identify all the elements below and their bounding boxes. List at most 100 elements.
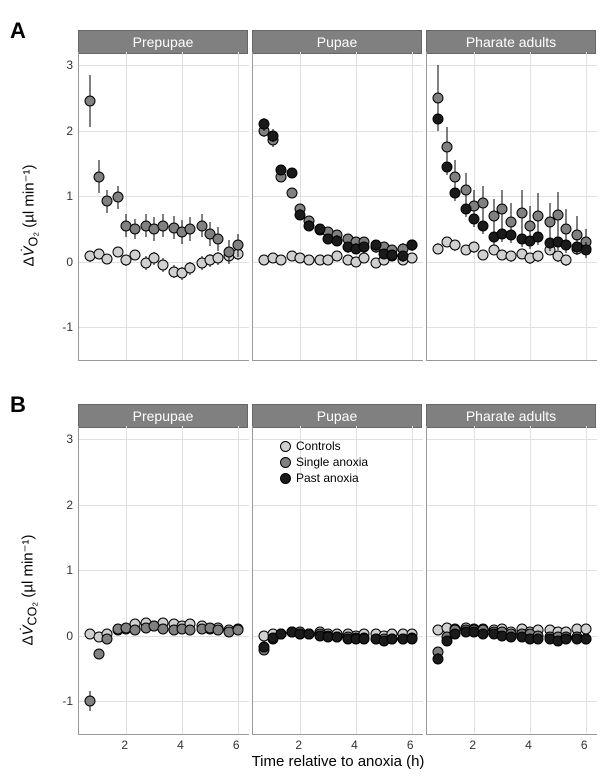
data-point bbox=[85, 96, 96, 107]
x-tick-label: 6 bbox=[233, 738, 240, 752]
data-point bbox=[359, 253, 370, 264]
data-point bbox=[433, 113, 444, 124]
data-point bbox=[406, 240, 417, 251]
legend-label: Single anoxia bbox=[296, 455, 368, 469]
y-tick-label: 2 bbox=[66, 124, 73, 138]
data-point bbox=[580, 633, 591, 644]
x-tick-label: 4 bbox=[177, 738, 184, 752]
data-point bbox=[359, 242, 370, 253]
y-tick-label: 3 bbox=[66, 432, 73, 446]
x-tick-label: 2 bbox=[469, 738, 476, 752]
facet-strip: Pharate adults bbox=[426, 30, 596, 54]
y-tick-label: 1 bbox=[66, 189, 73, 203]
plot-area bbox=[78, 52, 249, 361]
y-tick-label: 0 bbox=[66, 629, 73, 643]
data-point bbox=[505, 251, 516, 262]
data-point bbox=[275, 628, 286, 639]
facet-strip: Pupae bbox=[252, 404, 422, 428]
data-point bbox=[314, 223, 325, 234]
data-point bbox=[441, 142, 452, 153]
data-point bbox=[461, 184, 472, 195]
data-point bbox=[505, 217, 516, 228]
data-point bbox=[461, 204, 472, 215]
facet-strip: Pharate adults bbox=[426, 404, 596, 428]
data-point bbox=[157, 624, 168, 635]
data-point bbox=[449, 240, 460, 251]
y-tick-label: -1 bbox=[62, 320, 73, 334]
data-point bbox=[441, 161, 452, 172]
data-point bbox=[295, 209, 306, 220]
data-point bbox=[477, 220, 488, 231]
data-point bbox=[533, 231, 544, 242]
legend-label: Past anoxia bbox=[296, 471, 359, 485]
data-point bbox=[398, 251, 409, 262]
data-point bbox=[101, 633, 112, 644]
y-axis-label-b: ΔV̇CO₂ (µl min⁻¹) bbox=[19, 516, 40, 646]
data-point bbox=[129, 223, 140, 234]
data-point bbox=[113, 192, 124, 203]
x-tick-label: 4 bbox=[525, 738, 532, 752]
data-point bbox=[561, 223, 572, 234]
data-point bbox=[185, 223, 196, 234]
x-tick-label: 2 bbox=[295, 738, 302, 752]
facet-strip: Prepupae bbox=[78, 404, 248, 428]
y-tick-label: 3 bbox=[66, 58, 73, 72]
x-tick-label: 6 bbox=[407, 738, 414, 752]
data-point bbox=[129, 625, 140, 636]
facet-strip: Pupae bbox=[252, 30, 422, 54]
data-point bbox=[477, 250, 488, 261]
data-point bbox=[331, 235, 342, 246]
data-point bbox=[505, 632, 516, 643]
plot-area bbox=[426, 426, 597, 735]
data-point bbox=[85, 696, 96, 707]
data-point bbox=[287, 187, 298, 198]
x-tick-label: 6 bbox=[581, 738, 588, 752]
data-point bbox=[185, 263, 196, 274]
data-point bbox=[287, 168, 298, 179]
data-point bbox=[303, 629, 314, 640]
data-point bbox=[185, 625, 196, 636]
y-tick-label: -1 bbox=[62, 694, 73, 708]
data-point bbox=[213, 253, 224, 264]
figure: A B ΔV̇O₂ (µl min⁻¹) ΔV̇CO₂ (µl min⁻¹) T… bbox=[0, 0, 613, 780]
data-point bbox=[303, 220, 314, 231]
data-point bbox=[232, 240, 243, 251]
plot-area bbox=[252, 52, 423, 361]
y-axis-label-a: ΔV̇O₂ (µl min⁻¹) bbox=[20, 147, 41, 267]
data-point bbox=[157, 259, 168, 270]
data-point bbox=[477, 628, 488, 639]
data-point bbox=[449, 629, 460, 640]
x-tick-label: 4 bbox=[351, 738, 358, 752]
y-tick-label: 1 bbox=[66, 563, 73, 577]
data-point bbox=[267, 130, 278, 141]
data-point bbox=[477, 197, 488, 208]
data-point bbox=[93, 649, 104, 660]
y-tick-label: 0 bbox=[66, 255, 73, 269]
legend-item: Past anoxia bbox=[280, 470, 368, 486]
data-point bbox=[359, 633, 370, 644]
data-point bbox=[259, 642, 270, 653]
data-point bbox=[533, 633, 544, 644]
legend-dot-icon bbox=[280, 473, 291, 484]
data-point bbox=[303, 255, 314, 266]
data-point bbox=[232, 625, 243, 636]
data-point bbox=[561, 255, 572, 266]
data-point bbox=[101, 196, 112, 207]
data-point bbox=[93, 171, 104, 182]
data-point bbox=[433, 92, 444, 103]
y-tick-label: 2 bbox=[66, 498, 73, 512]
panel-tag-b: B bbox=[10, 392, 26, 418]
data-point bbox=[525, 220, 536, 231]
data-point bbox=[387, 633, 398, 644]
data-point bbox=[157, 220, 168, 231]
data-point bbox=[497, 204, 508, 215]
data-point bbox=[533, 251, 544, 262]
data-point bbox=[552, 209, 563, 220]
data-point bbox=[561, 633, 572, 644]
data-point bbox=[406, 633, 417, 644]
x-axis-label: Time relative to anoxia (h) bbox=[78, 753, 598, 770]
legend-item: Controls bbox=[280, 438, 368, 454]
data-point bbox=[580, 244, 591, 255]
data-point bbox=[561, 240, 572, 251]
legend-dot-icon bbox=[280, 441, 291, 452]
